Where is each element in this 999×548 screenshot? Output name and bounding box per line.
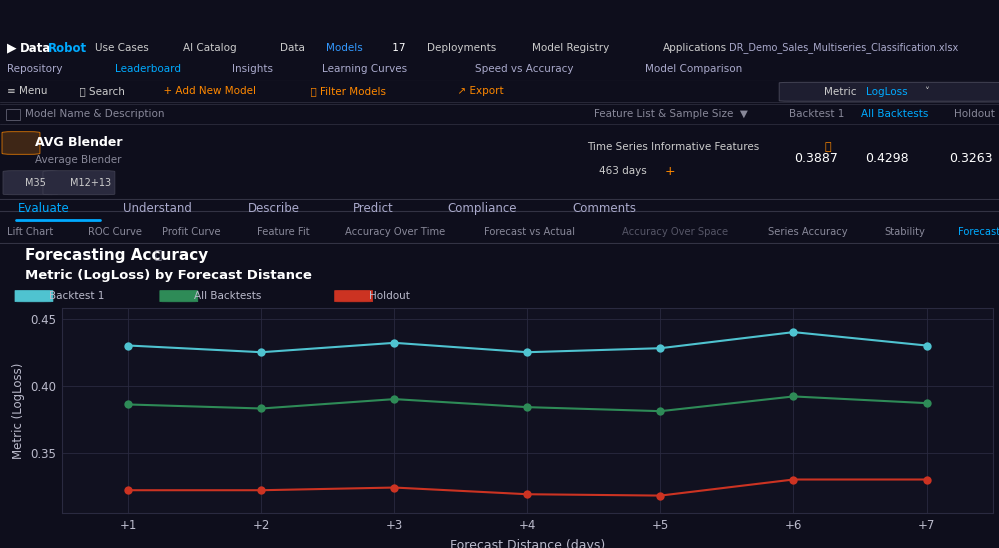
- Text: ▶: ▶: [7, 42, 17, 54]
- Text: Deployments: Deployments: [427, 43, 496, 53]
- Text: + Add New Model: + Add New Model: [157, 86, 256, 96]
- Text: ⓘ: ⓘ: [155, 248, 162, 261]
- Text: Holdout: Holdout: [369, 291, 410, 301]
- Text: Holdout: Holdout: [954, 109, 995, 119]
- Text: AVG Blender: AVG Blender: [35, 136, 123, 149]
- FancyBboxPatch shape: [15, 290, 53, 302]
- Text: Stability: Stability: [884, 227, 925, 237]
- Text: AI Catalog: AI Catalog: [184, 43, 237, 53]
- Text: Describe: Describe: [248, 202, 300, 215]
- Text: Series Accuracy: Series Accuracy: [767, 227, 847, 237]
- Text: 🔧: 🔧: [824, 142, 831, 152]
- Text: Robot: Robot: [48, 42, 87, 54]
- Text: Repository: Repository: [7, 64, 63, 74]
- Text: M35: M35: [25, 178, 46, 188]
- Text: All Backtests: All Backtests: [194, 291, 261, 301]
- Y-axis label: Metric (LogLoss): Metric (LogLoss): [12, 362, 25, 459]
- Text: Metric (LogLoss) by Forecast Distance: Metric (LogLoss) by Forecast Distance: [25, 269, 312, 282]
- Text: ≡ Menu: ≡ Menu: [7, 86, 48, 96]
- X-axis label: Forecast Distance (days): Forecast Distance (days): [450, 539, 605, 548]
- Text: Accuracy Over Space: Accuracy Over Space: [622, 227, 728, 237]
- Text: 🔍 Search: 🔍 Search: [73, 86, 125, 96]
- Text: All Backtests: All Backtests: [861, 109, 928, 119]
- Text: ˅: ˅: [924, 87, 929, 96]
- Text: Backtest 1: Backtest 1: [49, 291, 104, 301]
- Text: Models: Models: [326, 43, 363, 53]
- Text: Use Cases: Use Cases: [95, 43, 149, 53]
- Text: Average Blender: Average Blender: [35, 155, 122, 165]
- FancyBboxPatch shape: [335, 290, 373, 302]
- FancyBboxPatch shape: [43, 171, 115, 195]
- FancyBboxPatch shape: [779, 82, 999, 101]
- Text: Forecasting Accuracy: Forecasting Accuracy: [958, 227, 999, 237]
- Text: ⬥ Filter Models: ⬥ Filter Models: [304, 86, 386, 96]
- Text: Speed vs Accuracy: Speed vs Accuracy: [475, 64, 573, 74]
- Text: LogLoss: LogLoss: [866, 87, 908, 96]
- Text: 17: 17: [389, 43, 406, 53]
- Text: Data: Data: [20, 42, 51, 54]
- Text: Insights: Insights: [232, 64, 273, 74]
- Text: Predict: Predict: [353, 202, 394, 215]
- Text: Forecast vs Actual: Forecast vs Actual: [484, 227, 574, 237]
- Text: Profit Curve: Profit Curve: [162, 227, 220, 237]
- Text: Model Name & Description: Model Name & Description: [25, 109, 165, 119]
- Text: 463 days: 463 days: [599, 167, 647, 176]
- Text: DR_Demo_Sales_Multiseries_Classification.xlsx: DR_Demo_Sales_Multiseries_Classification…: [729, 43, 958, 54]
- Text: Compliance: Compliance: [448, 202, 517, 215]
- FancyBboxPatch shape: [3, 171, 58, 195]
- Text: Lift Chart: Lift Chart: [7, 227, 53, 237]
- FancyBboxPatch shape: [2, 132, 40, 154]
- Text: Model Registry: Model Registry: [531, 43, 609, 53]
- Text: Understand: Understand: [123, 202, 192, 215]
- Text: Accuracy Over Time: Accuracy Over Time: [345, 227, 446, 237]
- Text: Feature Fit: Feature Fit: [257, 227, 310, 237]
- Text: Time Series Informative Features: Time Series Informative Features: [587, 142, 759, 152]
- Bar: [6, 109, 20, 119]
- Text: ROC Curve: ROC Curve: [88, 227, 142, 237]
- Text: +: +: [664, 165, 675, 178]
- Text: 0.3263: 0.3263: [949, 152, 993, 165]
- FancyBboxPatch shape: [160, 290, 198, 302]
- Text: Applications: Applications: [663, 43, 727, 53]
- Text: M12+13: M12+13: [70, 178, 111, 188]
- Text: Forecasting Accuracy: Forecasting Accuracy: [25, 248, 208, 262]
- Text: Comments: Comments: [572, 202, 636, 215]
- Text: ↗ Export: ↗ Export: [451, 86, 503, 96]
- Text: Model Comparison: Model Comparison: [645, 64, 742, 74]
- Text: Data: Data: [280, 43, 305, 53]
- Text: Evaluate: Evaluate: [18, 202, 70, 215]
- Text: Metric: Metric: [824, 87, 857, 96]
- Text: 0.4298: 0.4298: [865, 152, 909, 165]
- Text: Feature List & Sample Size  ▼: Feature List & Sample Size ▼: [594, 109, 748, 119]
- Text: Learning Curves: Learning Curves: [322, 64, 407, 74]
- Text: Leaderboard: Leaderboard: [115, 64, 181, 74]
- Text: 0.3887: 0.3887: [794, 152, 838, 165]
- Text: Backtest 1: Backtest 1: [789, 109, 844, 119]
